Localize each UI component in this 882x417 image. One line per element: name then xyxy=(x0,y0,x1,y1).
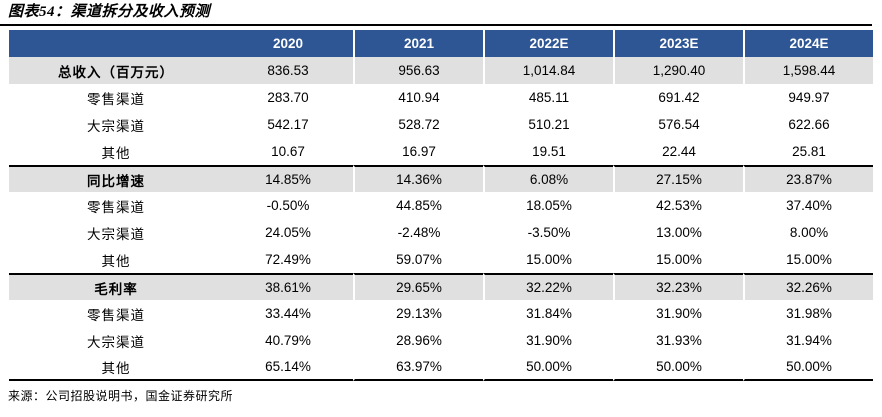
column-header-2024e: 2024E xyxy=(743,30,873,57)
value-cell: 1,014.84 xyxy=(483,57,613,84)
table-row: 其他 10.67 16.97 19.51 22.44 25.81 xyxy=(9,138,873,165)
column-header-2022e: 2022E xyxy=(483,30,613,57)
row-label: 大宗渠道 xyxy=(87,334,145,350)
column-header-2023e: 2023E xyxy=(613,30,743,57)
value-cell: 38.61% xyxy=(223,273,353,300)
row-label: 零售渠道 xyxy=(87,91,145,107)
section-row-yoy-growth: 同比增速 14.85% 14.36% 6.08% 27.15% 23.87% xyxy=(9,165,873,192)
value-cell: 14.85% xyxy=(223,165,353,192)
row-label: 毛利率 xyxy=(9,273,223,300)
value-cell: 44.85% xyxy=(353,192,483,219)
value-cell: 576.54 xyxy=(613,111,743,138)
value-cell: 25.81 xyxy=(743,138,873,165)
value-cell: 836.53 xyxy=(223,57,353,84)
table-row: 大宗渠道 24.05% -2.48% -3.50% 13.00% 8.00% xyxy=(9,219,873,246)
title-rule xyxy=(0,24,872,26)
table-row: 其他 72.49% 59.07% 15.00% 15.00% 15.00% xyxy=(9,246,873,273)
value-cell: 32.22% xyxy=(483,273,613,300)
column-header-2020: 2020 xyxy=(223,30,353,57)
value-cell: 691.42 xyxy=(613,84,743,111)
value-cell: 31.90% xyxy=(483,327,613,354)
row-label: 其他 xyxy=(9,354,223,381)
value-cell: 50.00% xyxy=(743,354,873,381)
table-row: 零售渠道 283.70 410.94 485.11 691.42 949.97 xyxy=(9,84,873,111)
value-cell: 15.00% xyxy=(483,246,613,273)
value-cell: 31.93% xyxy=(613,327,743,354)
table-row: 大宗渠道 542.17 528.72 510.21 576.54 622.66 xyxy=(9,111,873,138)
value-cell: 65.14% xyxy=(223,354,353,381)
value-cell: 16.97 xyxy=(353,138,483,165)
value-cell: 528.72 xyxy=(353,111,483,138)
forecast-table: 2020 2021 2022E 2023E 2024E 总收入（百万元） 836… xyxy=(9,30,873,381)
row-label: 大宗渠道 xyxy=(87,118,145,134)
value-cell: 485.11 xyxy=(483,84,613,111)
value-cell: 15.00% xyxy=(613,246,743,273)
value-cell: 63.97% xyxy=(353,354,483,381)
value-cell: 59.07% xyxy=(353,246,483,273)
value-cell: 19.51 xyxy=(483,138,613,165)
value-cell: 956.63 xyxy=(353,57,483,84)
row-label: 其他 xyxy=(101,253,131,269)
value-cell: 50.00% xyxy=(483,354,613,381)
value-cell: 42.53% xyxy=(613,192,743,219)
value-cell: 1,290.40 xyxy=(613,57,743,84)
value-cell: 31.98% xyxy=(743,300,873,327)
row-label: 总收入（百万元） xyxy=(9,57,223,84)
value-cell: 29.65% xyxy=(353,273,483,300)
table-row: 零售渠道 33.44% 29.13% 31.84% 31.90% 31.98% xyxy=(9,300,873,327)
value-cell: 23.87% xyxy=(743,165,873,192)
row-label: 其他 xyxy=(101,145,131,161)
value-cell: 22.44 xyxy=(613,138,743,165)
value-cell: 10.67 xyxy=(271,144,305,159)
row-label: 零售渠道 xyxy=(87,199,145,215)
value-cell: 13.00% xyxy=(613,219,743,246)
value-cell: 33.44% xyxy=(265,306,311,321)
value-cell: 24.05% xyxy=(265,225,311,240)
value-cell: 1,598.44 xyxy=(743,57,873,84)
value-cell: 18.05% xyxy=(483,192,613,219)
table-row: 零售渠道 -0.50% 44.85% 18.05% 42.53% 37.40% xyxy=(9,192,873,219)
value-cell: 283.70 xyxy=(267,90,309,105)
value-cell: 15.00% xyxy=(743,246,873,273)
section-row-gross-margin: 毛利率 38.61% 29.65% 32.22% 32.23% 32.26% xyxy=(9,273,873,300)
value-cell: 6.08% xyxy=(483,165,613,192)
figure-title: 图表54：渠道拆分及收入预测 xyxy=(8,4,211,20)
value-cell: 50.00% xyxy=(613,354,743,381)
section-row-revenue: 总收入（百万元） 836.53 956.63 1,014.84 1,290.40… xyxy=(9,57,873,84)
row-label: 大宗渠道 xyxy=(87,226,145,242)
row-label: 同比增速 xyxy=(9,165,223,192)
value-cell: 28.96% xyxy=(353,327,483,354)
table-row: 大宗渠道 40.79% 28.96% 31.90% 31.93% 31.94% xyxy=(9,327,873,354)
value-cell: 410.94 xyxy=(353,84,483,111)
value-cell: 31.90% xyxy=(613,300,743,327)
value-cell: 40.79% xyxy=(265,333,311,348)
value-cell: -2.48% xyxy=(353,219,483,246)
row-label: 零售渠道 xyxy=(87,307,145,323)
table-row: 其他 65.14% 63.97% 50.00% 50.00% 50.00% xyxy=(9,354,873,381)
value-cell: 32.26% xyxy=(743,273,873,300)
value-cell: 510.21 xyxy=(483,111,613,138)
column-header-2021: 2021 xyxy=(353,30,483,57)
value-cell: -0.50% xyxy=(266,198,310,213)
value-cell: 542.17 xyxy=(267,117,309,132)
source-note: 来源：公司招股说明书，国金证券研究所 xyxy=(8,389,234,403)
value-cell: 14.36% xyxy=(353,165,483,192)
value-cell: 622.66 xyxy=(743,111,873,138)
value-cell: 31.94% xyxy=(743,327,873,354)
value-cell: -3.50% xyxy=(483,219,613,246)
value-cell: 37.40% xyxy=(743,192,873,219)
table-header-row: 2020 2021 2022E 2023E 2024E xyxy=(9,30,873,57)
value-cell: 72.49% xyxy=(265,252,311,267)
value-cell: 31.84% xyxy=(483,300,613,327)
value-cell: 29.13% xyxy=(353,300,483,327)
column-header-empty xyxy=(9,30,223,57)
value-cell: 8.00% xyxy=(743,219,873,246)
value-cell: 949.97 xyxy=(743,84,873,111)
value-cell: 32.23% xyxy=(613,273,743,300)
value-cell: 27.15% xyxy=(613,165,743,192)
